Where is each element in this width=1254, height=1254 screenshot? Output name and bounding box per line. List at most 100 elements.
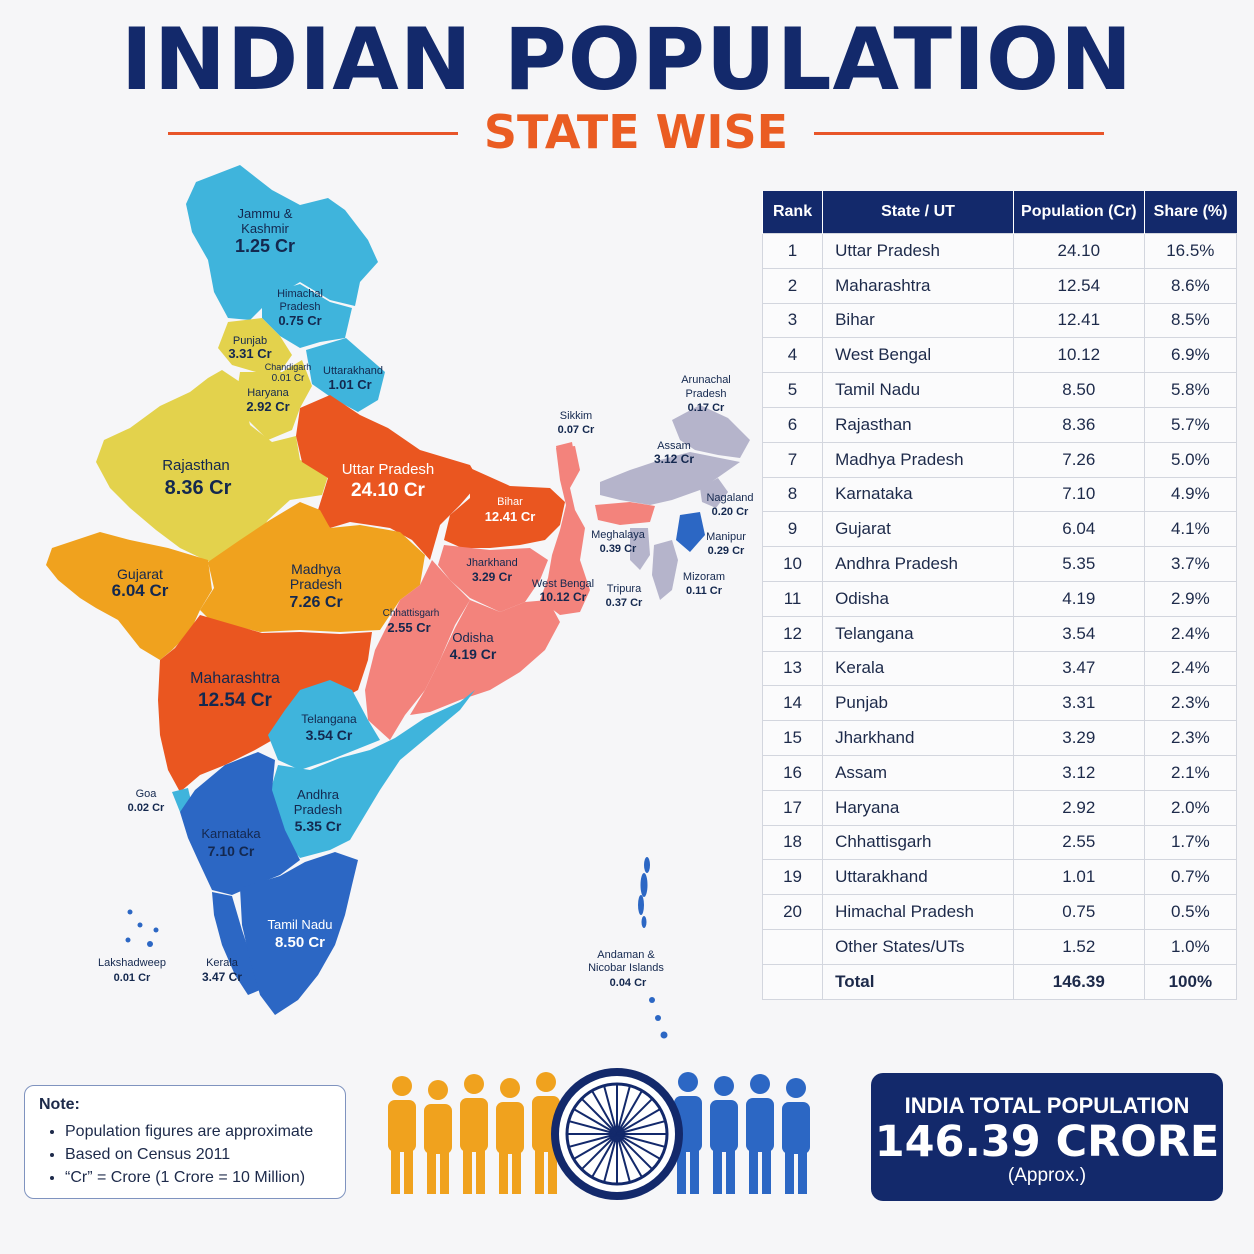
cell-population: 10.12 — [1012, 337, 1145, 373]
region-meghalaya[interactable] — [595, 502, 655, 525]
label-kl-name: Kerala — [206, 957, 239, 969]
note-item: Population figures are approximate — [65, 1120, 345, 1143]
region-uttar-pradesh[interactable] — [296, 395, 480, 560]
region-manipur[interactable] — [676, 512, 705, 552]
table-row: 9 Gujarat 6.04 4.1% — [761, 511, 1238, 547]
note-list: Population figures are approximate Based… — [25, 1120, 345, 1189]
label-ar-value: 0.17 Cr — [688, 402, 725, 414]
subtitle-line-right — [814, 132, 1104, 135]
chakra-spoke — [616, 1133, 661, 1160]
population-table: Rank State / UT Population (Cr) Share (%… — [761, 191, 1238, 1000]
label-rj-name: Rajasthan — [162, 457, 230, 474]
table-row: 18 Chhattisgarh 2.55 1.7% — [761, 824, 1238, 860]
region-punjab[interactable] — [218, 318, 292, 372]
region-tripura[interactable] — [630, 528, 650, 570]
col-rank: Rank — [761, 191, 823, 234]
cell-state: Madhya Pradesh — [822, 441, 1014, 478]
region-sikkim[interactable] — [556, 442, 576, 472]
cell-rank: 9 — [761, 511, 824, 547]
region-andaman-nicobar[interactable] — [638, 857, 668, 1039]
region-telangana[interactable] — [268, 680, 380, 770]
label-uk-value: 1.01 Cr — [328, 377, 371, 392]
label-ka-value: 7.10 Cr — [208, 843, 255, 859]
region-rajasthan[interactable] — [96, 370, 330, 565]
label-pb-value: 3.31 Cr — [228, 346, 271, 361]
cell-rank: 6 — [761, 406, 824, 443]
region-maharashtra[interactable] — [158, 615, 372, 792]
label-ga-name: Goa — [136, 788, 158, 800]
region-nagaland[interactable] — [700, 478, 728, 508]
cell-share: 3.7% — [1143, 546, 1238, 582]
label-mn-name: Manipur — [706, 531, 746, 543]
label-ml-value: 0.39 Cr — [600, 543, 637, 555]
region-karnataka[interactable] — [180, 752, 300, 895]
people-orange-group — [388, 1072, 560, 1194]
col-share: Share (%) — [1143, 191, 1237, 234]
region-bihar[interactable] — [444, 468, 565, 548]
col-population: Population (Cr) — [1012, 191, 1145, 234]
cell-population: 2.55 — [1012, 824, 1145, 860]
label-pb-name: Punjab — [233, 335, 267, 347]
cell-state: Himachal Pradesh — [822, 894, 1014, 930]
region-gujarat[interactable] — [46, 532, 212, 660]
label-ch-name: Chandigarh — [265, 362, 312, 372]
cell-share: 2.4% — [1143, 650, 1238, 686]
region-madhya-pradesh[interactable] — [200, 502, 425, 632]
chakra-spoke — [580, 1097, 618, 1135]
cell-state: Chhattisgarh — [822, 824, 1014, 860]
table-header-row: Rank State / UT Population (Cr) Share (%… — [761, 191, 1237, 234]
label-hr-name: Haryana — [247, 387, 289, 399]
chakra-spoke — [591, 1090, 618, 1135]
region-lakshadweep[interactable] — [125, 909, 159, 948]
table-row: 1 Uttar Pradesh 24.10 16.5% — [761, 233, 1238, 269]
cell-state: Odisha — [822, 580, 1014, 617]
label-uk-name: Uttarakhand — [323, 365, 383, 377]
cell-rank: 15 — [761, 720, 824, 756]
chakra-spoke — [603, 1085, 618, 1135]
label-kl-value: 3.47 Cr — [202, 970, 242, 984]
cell-state: Other States/UTs — [822, 928, 1014, 965]
cell-rank — [761, 928, 824, 965]
region-west-bengal[interactable] — [540, 446, 590, 615]
label-hp-name1: Himachal — [277, 288, 323, 300]
people-illustration — [388, 1068, 810, 1200]
region-tamil-nadu[interactable] — [240, 852, 358, 1015]
region-uttarakhand[interactable] — [306, 338, 385, 412]
cell-share: 5.0% — [1143, 441, 1238, 478]
cell-state: Bihar — [822, 302, 1014, 338]
region-kerala[interactable] — [212, 892, 260, 995]
label-cg-value: 2.55 Cr — [387, 620, 430, 635]
region-assam[interactable] — [600, 452, 740, 505]
region-haryana[interactable] — [236, 360, 312, 440]
region-arunachal-pradesh[interactable] — [672, 405, 750, 458]
cell-state: Kerala — [822, 650, 1014, 686]
region-jammu-kashmir[interactable] — [186, 165, 378, 320]
region-chhattisgarh[interactable] — [365, 560, 470, 740]
label-mz-name: Mizoram — [683, 571, 725, 583]
region-mizoram[interactable] — [652, 540, 678, 600]
cell-population: 5.35 — [1012, 546, 1145, 582]
cell-share: 100% — [1143, 963, 1238, 1000]
table-row: 7 Madhya Pradesh 7.26 5.0% — [761, 441, 1238, 478]
cell-share: 2.1% — [1143, 754, 1238, 791]
cell-state: Karnataka — [822, 476, 1014, 512]
cell-rank: 8 — [761, 476, 824, 512]
label-tg-name: Telangana — [301, 712, 357, 726]
label-up-name: Uttar Pradesh — [342, 461, 435, 478]
label-an-value: 0.04 Cr — [610, 977, 647, 989]
cell-share: 5.7% — [1143, 406, 1238, 443]
label-sk-name: Sikkim — [560, 410, 592, 422]
cell-state: Telangana — [822, 615, 1014, 652]
region-odisha[interactable] — [410, 600, 560, 715]
region-himachal-pradesh[interactable] — [262, 284, 352, 348]
ashoka-chakra-icon — [551, 1068, 683, 1200]
cell-population: 3.54 — [1012, 615, 1145, 652]
region-jharkhand[interactable] — [438, 545, 548, 612]
label-nl-name: Nagaland — [706, 492, 753, 504]
cell-share: 5.8% — [1143, 372, 1238, 408]
cell-state: West Bengal — [822, 337, 1014, 373]
table-row: 15 Jharkhand 3.29 2.3% — [761, 720, 1238, 756]
total-box-value: 146.39 CRORE — [874, 1117, 1220, 1167]
region-andhra-pradesh[interactable] — [270, 690, 475, 858]
cell-state: Maharashtra — [822, 267, 1014, 304]
